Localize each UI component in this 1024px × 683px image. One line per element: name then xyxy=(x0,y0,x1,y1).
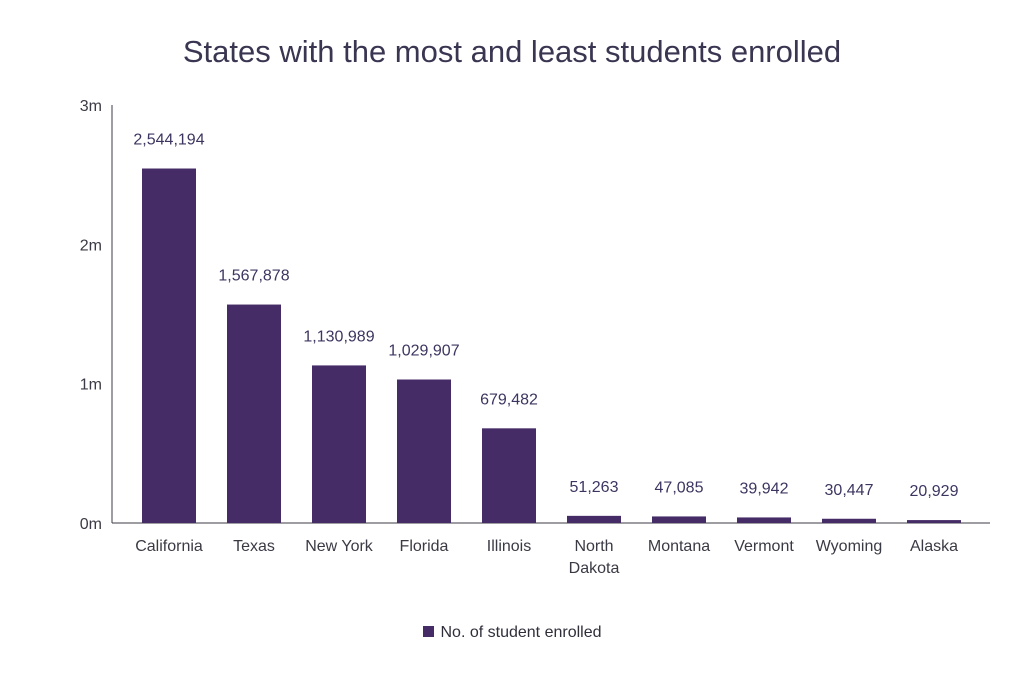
x-tick-label: North Dakota xyxy=(569,538,620,577)
x-tick-label: Wyoming xyxy=(816,538,883,555)
bar xyxy=(907,520,961,523)
bar-value-label: 51,263 xyxy=(570,479,619,496)
x-tick-label: Montana xyxy=(648,538,710,555)
bar xyxy=(312,365,366,523)
bar-value-label: 20,929 xyxy=(910,483,959,500)
bar-value-label: 2,544,194 xyxy=(133,132,204,149)
legend-label: No. of student enrolled xyxy=(440,624,602,641)
bar xyxy=(652,516,706,523)
bar-value-label: 1,130,989 xyxy=(303,328,374,345)
bar xyxy=(227,304,281,523)
x-tick-label: California xyxy=(135,538,203,555)
bar-value-label: 30,447 xyxy=(825,482,874,499)
x-tick-label: Vermont xyxy=(734,538,794,555)
legend: No. of student enrolled xyxy=(0,624,1024,642)
y-tick-label: 2m xyxy=(80,237,102,254)
bar xyxy=(482,428,536,523)
bar xyxy=(142,168,196,523)
y-axis-tick-labels: 0m 1m 2m 3m xyxy=(80,98,102,533)
x-tick-label: Illinois xyxy=(487,538,531,555)
y-tick-label: 3m xyxy=(80,98,102,115)
bar xyxy=(822,518,876,523)
legend-swatch xyxy=(422,626,434,637)
x-tick-label: Texas xyxy=(233,538,275,555)
bar-value-label: 1,567,878 xyxy=(218,268,289,285)
bar-value-label: 1,029,907 xyxy=(388,342,459,359)
x-tick-label: New York xyxy=(305,538,374,555)
bar xyxy=(567,515,621,523)
bar-value-label: 39,942 xyxy=(740,480,789,497)
x-tick-label: Florida xyxy=(400,538,449,555)
bar-value-label: 47,085 xyxy=(655,479,704,496)
x-axis-tick-labels: California Texas New York Florida Illinois No… xyxy=(135,538,958,577)
bar xyxy=(397,379,451,523)
y-tick-label: 0m xyxy=(80,516,102,533)
chart-title: States with the most and least students … xyxy=(182,34,842,69)
x-tick-label: Alaska xyxy=(910,538,958,555)
y-tick-label: 1m xyxy=(80,377,102,394)
bar-value-label: 679,482 xyxy=(480,391,538,408)
value-labels-group: 2,544,194 1,567,878 1,130,989 1,029,907 679,… xyxy=(133,132,958,501)
bars-group xyxy=(142,168,961,523)
bar xyxy=(737,517,791,523)
